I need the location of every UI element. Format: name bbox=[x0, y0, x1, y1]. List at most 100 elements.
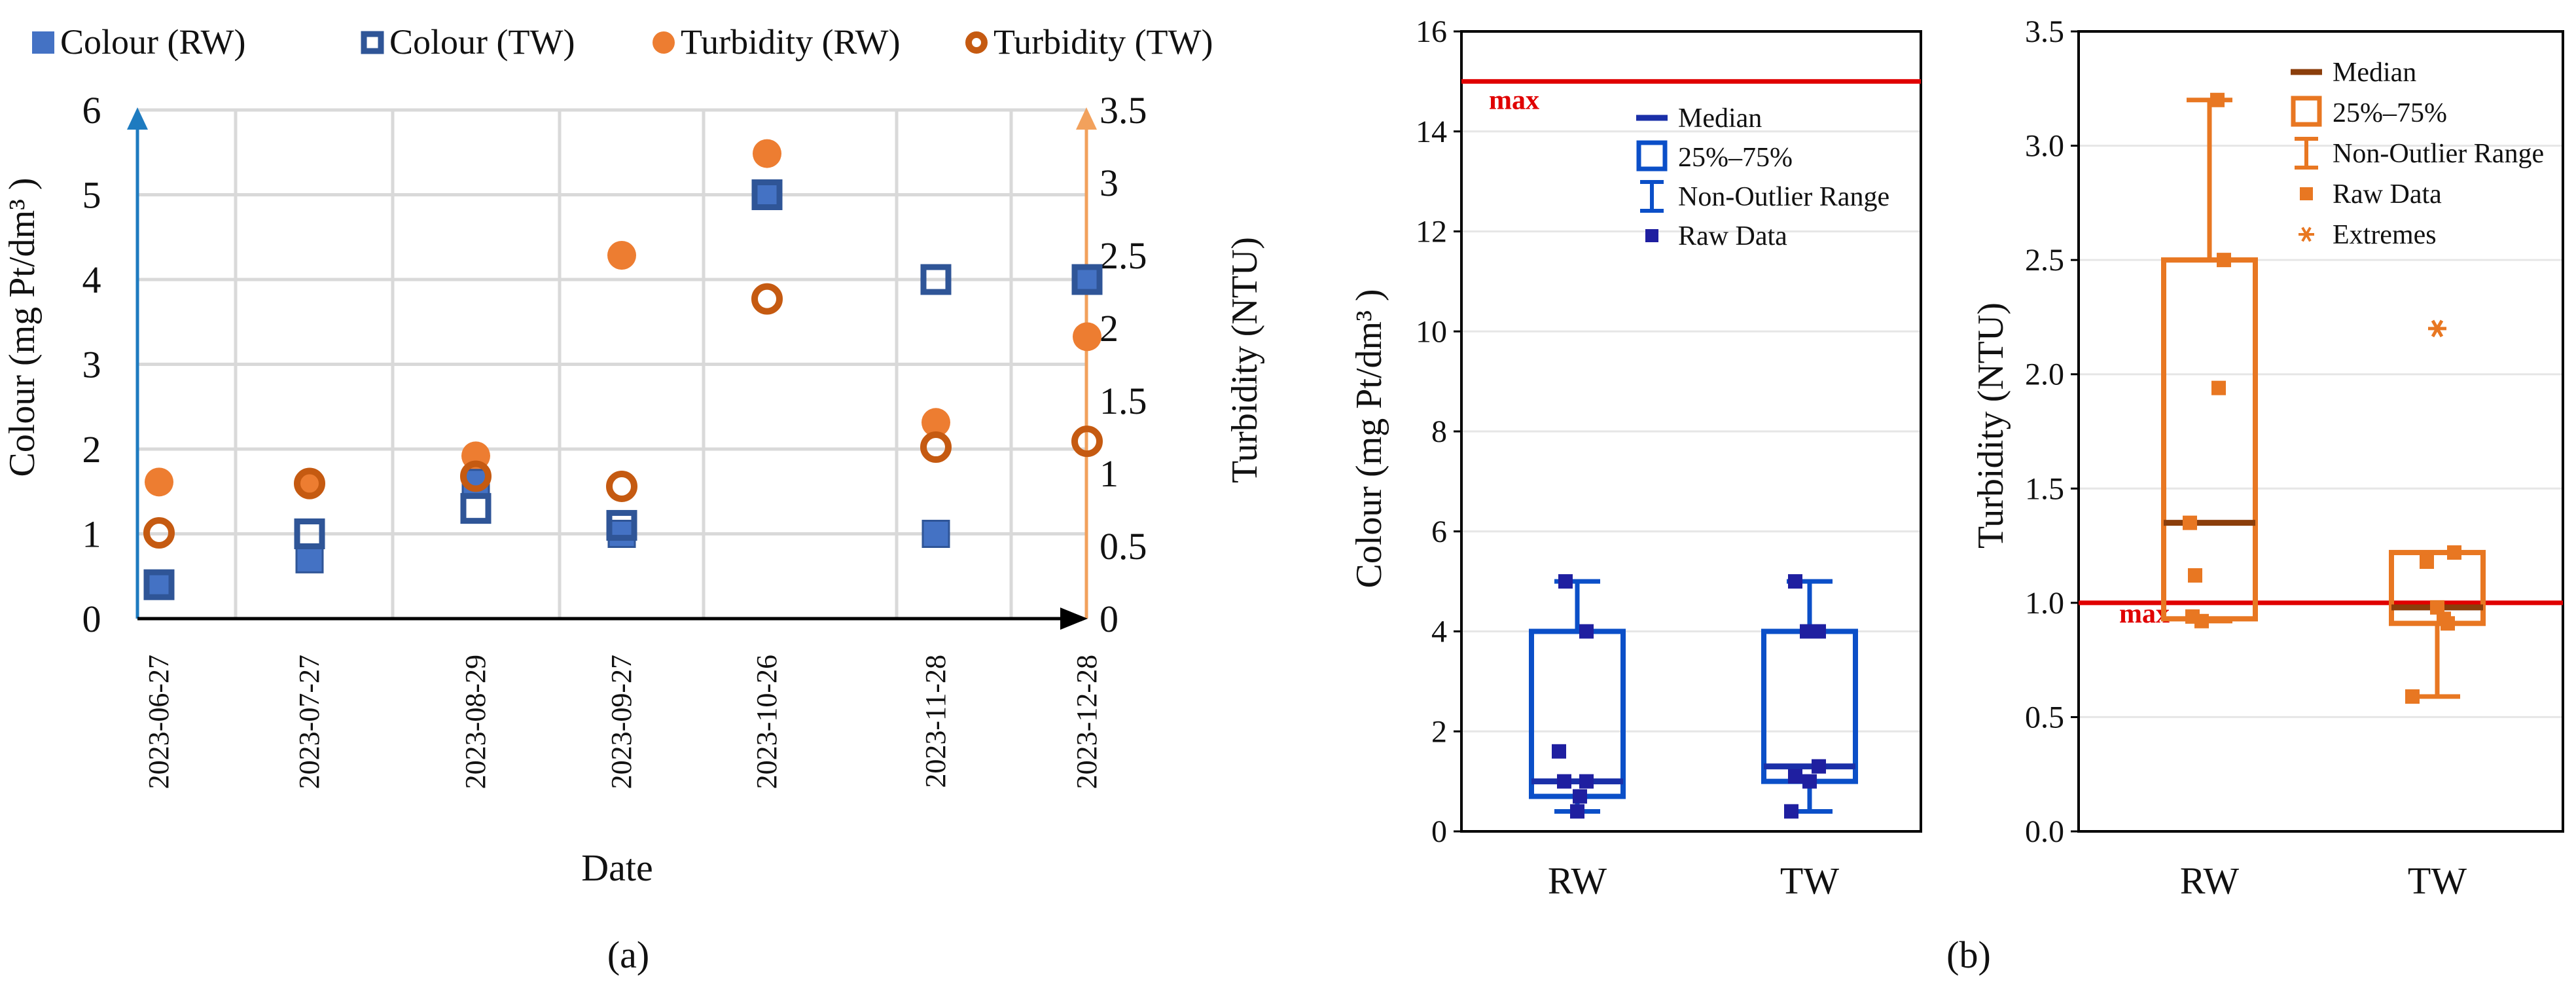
x-tick-label: TW bbox=[1780, 860, 1839, 902]
legend-marker bbox=[965, 31, 988, 54]
left-tick-label: 1 bbox=[82, 513, 101, 556]
x-tick-label: 2023-10-26 bbox=[751, 655, 783, 789]
panel-a-right-axis-title: Turbidity (NTU) bbox=[1225, 237, 1265, 483]
box-rw-raw-point bbox=[2217, 253, 2231, 268]
panel-b-turbidity-gridlines bbox=[2079, 145, 2563, 718]
box-rw-raw-point bbox=[1552, 744, 1566, 759]
x-axis-arrow-icon bbox=[1060, 607, 1088, 630]
legend-label: Raw Data bbox=[1678, 221, 1787, 251]
panel-b-turbidity-y-axis-title: Turbidity (NTU) bbox=[1971, 302, 2011, 549]
panel-a-data-points bbox=[143, 139, 1103, 600]
y-tick-label: 10 bbox=[1416, 314, 1447, 349]
point-turbidity-tw bbox=[460, 460, 492, 492]
point-turbidity-tw bbox=[1071, 426, 1103, 458]
legend-label: Turbidity (TW) bbox=[993, 22, 1213, 62]
legend-label: Non-Outlier Range bbox=[2333, 139, 2544, 169]
point-colour-rw bbox=[145, 570, 173, 599]
y-tick-label: 2.5 bbox=[2025, 243, 2064, 278]
legend-label: Colour (TW) bbox=[389, 22, 575, 62]
y-tick-label: 0.5 bbox=[2025, 700, 2064, 734]
point-colour-tw bbox=[143, 569, 175, 600]
box-rw-raw-point bbox=[1573, 789, 1587, 804]
legend-label: Raw Data bbox=[2333, 179, 2442, 209]
panel-b-turbidity-plot: max bbox=[2077, 30, 2564, 833]
y-tick-label: 3.0 bbox=[2025, 129, 2064, 164]
box-tw-raw-point bbox=[2430, 600, 2444, 615]
box-tw-raw-point bbox=[2447, 545, 2461, 560]
box-rw-iqr bbox=[2161, 257, 2258, 622]
box-rw-raw-point bbox=[1558, 574, 1573, 589]
panel-b-turbidity-boxplot: max 0.0 0.5 1.0 1.5 2.0 2.5 3.0 3.5 RW TW Median 2… bbox=[1971, 14, 2564, 902]
panel-a-axes bbox=[127, 107, 1097, 630]
y-tick-label: 6 bbox=[1431, 515, 1447, 549]
panel-b-turbidity-tick-labels: 0.0 0.5 1.0 1.5 2.0 2.5 3.0 3.5 RW TW bbox=[2025, 14, 2467, 902]
left-tick-label: 2 bbox=[82, 428, 101, 471]
legend-marker bbox=[653, 31, 675, 54]
panel-b-colour-y-axis-title: Colour (mg Pt/dm³ ) bbox=[1349, 289, 1389, 588]
y-tick-label: 4 bbox=[1431, 615, 1447, 649]
box-tw-raw-point bbox=[1812, 624, 1826, 639]
left-tick-label: 0 bbox=[82, 598, 101, 640]
panel-a-legend: Colour (RW) Colour (TW) Turbidity (RW) Turb… bbox=[32, 22, 1213, 62]
box-tw-iqr bbox=[1761, 628, 1858, 784]
y-tick-label: 14 bbox=[1416, 115, 1447, 149]
extreme-star-stroke bbox=[2431, 319, 2444, 338]
y-tick-label: 1.5 bbox=[2025, 471, 2064, 506]
x-tick-label: RW bbox=[2180, 860, 2239, 902]
box-rw-raw-point bbox=[2211, 380, 2226, 395]
right-tick-label: 1 bbox=[1100, 452, 1118, 495]
box-tw-raw-point bbox=[2437, 611, 2451, 626]
point-turbidity-rw bbox=[921, 408, 950, 437]
panel-a-gridlines bbox=[137, 108, 1086, 619]
plot-frame bbox=[2077, 30, 2564, 833]
legend-marker bbox=[32, 31, 54, 54]
box-tw-raw-point bbox=[1802, 774, 1817, 789]
legend-range-swatch bbox=[2295, 137, 2318, 170]
max-limit-label: max bbox=[1489, 85, 1539, 115]
point-colour-tw bbox=[751, 179, 783, 210]
legend-label: 25%–75% bbox=[2333, 98, 2447, 128]
legend-label: Turbidity (RW) bbox=[681, 22, 901, 62]
box-tw-raw-point bbox=[1812, 759, 1826, 774]
legend-extreme-swatch bbox=[2299, 227, 2314, 242]
right-axis-arrow-icon bbox=[1076, 107, 1097, 130]
box-rw-raw-point bbox=[2183, 515, 2197, 530]
x-tick-label: 2023-07-27 bbox=[293, 655, 325, 789]
point-turbidity-rw bbox=[607, 241, 636, 270]
left-axis-arrow-icon bbox=[127, 107, 148, 130]
box-rw-raw-point bbox=[2210, 92, 2225, 107]
legend-label: Median bbox=[2333, 58, 2416, 88]
point-turbidity-tw bbox=[294, 467, 325, 499]
legend-iqr-swatch bbox=[1636, 140, 1668, 172]
panel-b-turbidity-legend: Median 25%–75% Non-Outlier Range Raw Data Ex… bbox=[2291, 58, 2544, 250]
x-tick-label: 2023-08-29 bbox=[459, 655, 492, 789]
point-turbidity-rw bbox=[753, 139, 781, 168]
point-colour-tw bbox=[460, 493, 492, 524]
point-colour-rw bbox=[921, 520, 950, 548]
point-colour-rw bbox=[607, 520, 636, 548]
right-tick-label: 3 bbox=[1100, 162, 1118, 204]
x-tick-label: 2023-12-28 bbox=[1071, 655, 1103, 789]
box-tw-raw-point bbox=[2420, 554, 2434, 570]
right-tick-label: 2 bbox=[1100, 307, 1118, 350]
panel-a-x-axis-title: Date bbox=[581, 846, 653, 889]
legend-label: Extremes bbox=[2333, 220, 2437, 250]
legend-iqr-swatch bbox=[2291, 96, 2322, 127]
box-rw-iqr bbox=[1529, 628, 1626, 799]
box-tw-raw-point bbox=[2405, 689, 2420, 704]
box-tw-raw-point bbox=[1788, 574, 1802, 589]
left-tick-label: 4 bbox=[82, 259, 101, 301]
right-tick-label: 1.5 bbox=[1100, 380, 1147, 422]
extreme-star-stroke bbox=[2301, 227, 2312, 242]
box-rw-raw-point bbox=[2188, 568, 2202, 583]
panel-b-colour-tick-labels: 0 2 4 6 8 10 12 14 16 RW TW bbox=[1416, 14, 1839, 902]
right-tick-label: 0 bbox=[1100, 598, 1118, 640]
legend-marker bbox=[361, 31, 384, 54]
legend-label: 25%–75% bbox=[1678, 143, 1793, 173]
legend-range-swatch bbox=[1640, 180, 1664, 213]
x-tick-label: 2023-11-28 bbox=[920, 655, 952, 788]
box-tw-extreme-point bbox=[2428, 319, 2446, 338]
y-tick-label: 0.0 bbox=[2025, 814, 2064, 849]
point-turbidity-rw bbox=[145, 467, 173, 497]
